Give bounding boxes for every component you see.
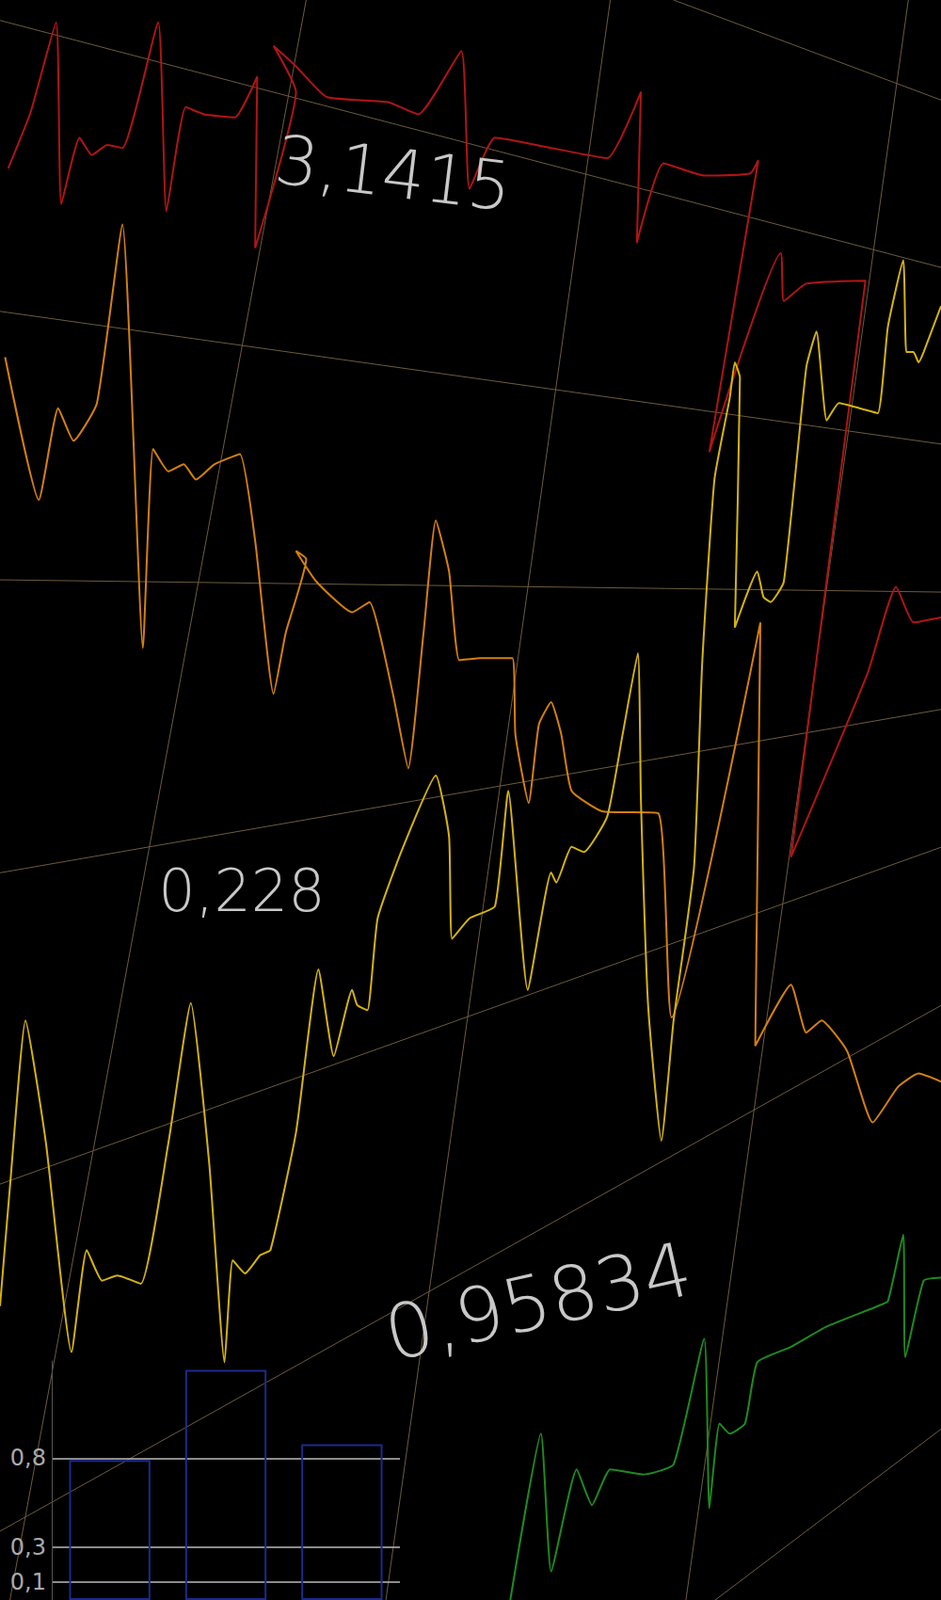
- svg-text:0,3: 0,3: [10, 1533, 47, 1561]
- svg-text:0,228: 0,228: [158, 856, 326, 926]
- svg-text:0,1: 0,1: [10, 1568, 47, 1595]
- svg-text:0,95834: 0,95834: [376, 1225, 700, 1379]
- svg-text:0,8: 0,8: [10, 1444, 47, 1471]
- svg-text:3,1415: 3,1415: [271, 119, 516, 227]
